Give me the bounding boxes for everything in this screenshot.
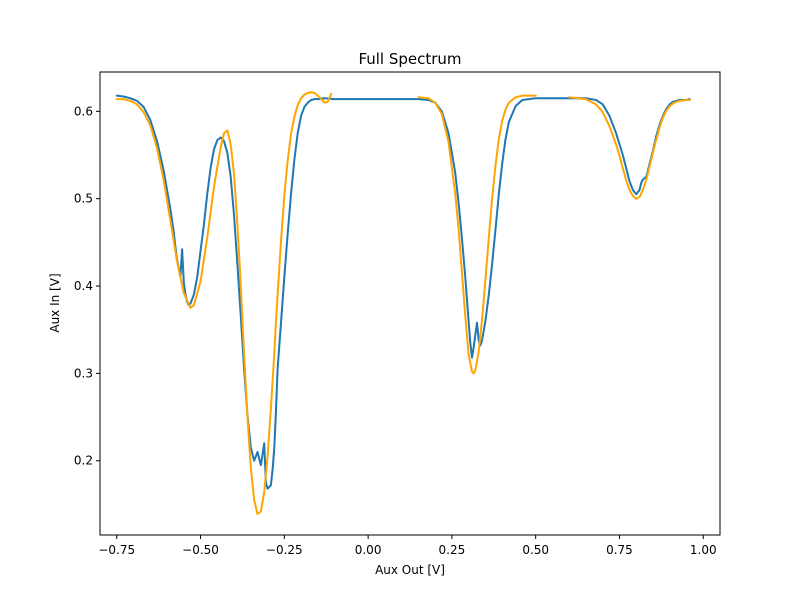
plot-area — [100, 72, 720, 535]
y-axis-label: Aux In [V] — [48, 273, 62, 332]
y-tick-label: 0.6 — [74, 104, 93, 118]
x-tick-label: 0.25 — [439, 543, 466, 557]
x-tick-label: −0.25 — [266, 543, 303, 557]
x-tick-label: 0.50 — [522, 543, 549, 557]
x-axis-ticks: −0.75 −0.50 −0.25 0.00 0.25 0.50 0.75 1.00 — [98, 535, 717, 557]
series-line-3 — [417, 94, 537, 375]
x-tick-label: 1.00 — [690, 543, 717, 557]
x-tick-label: −0.50 — [182, 543, 219, 557]
series-line-4 — [568, 96, 691, 200]
series-layer — [115, 91, 691, 515]
x-tick-label: 0.00 — [355, 543, 382, 557]
y-tick-label: 0.3 — [74, 366, 93, 380]
y-tick-label: 0.4 — [74, 279, 93, 293]
x-tick-label: 0.75 — [606, 543, 633, 557]
x-axis-label: Aux Out [V] — [375, 563, 445, 577]
y-tick-label: 0.5 — [74, 192, 93, 206]
axes-frame — [99, 71, 721, 536]
series-line-2 — [115, 91, 333, 515]
y-tick-label: 0.2 — [74, 454, 93, 468]
x-tick-label: −0.75 — [98, 543, 135, 557]
y-axis-ticks: 0.2 0.3 0.4 0.5 0.6 — [74, 104, 100, 468]
chart-title: Full Spectrum — [358, 50, 461, 68]
series-line-1 — [115, 94, 691, 490]
